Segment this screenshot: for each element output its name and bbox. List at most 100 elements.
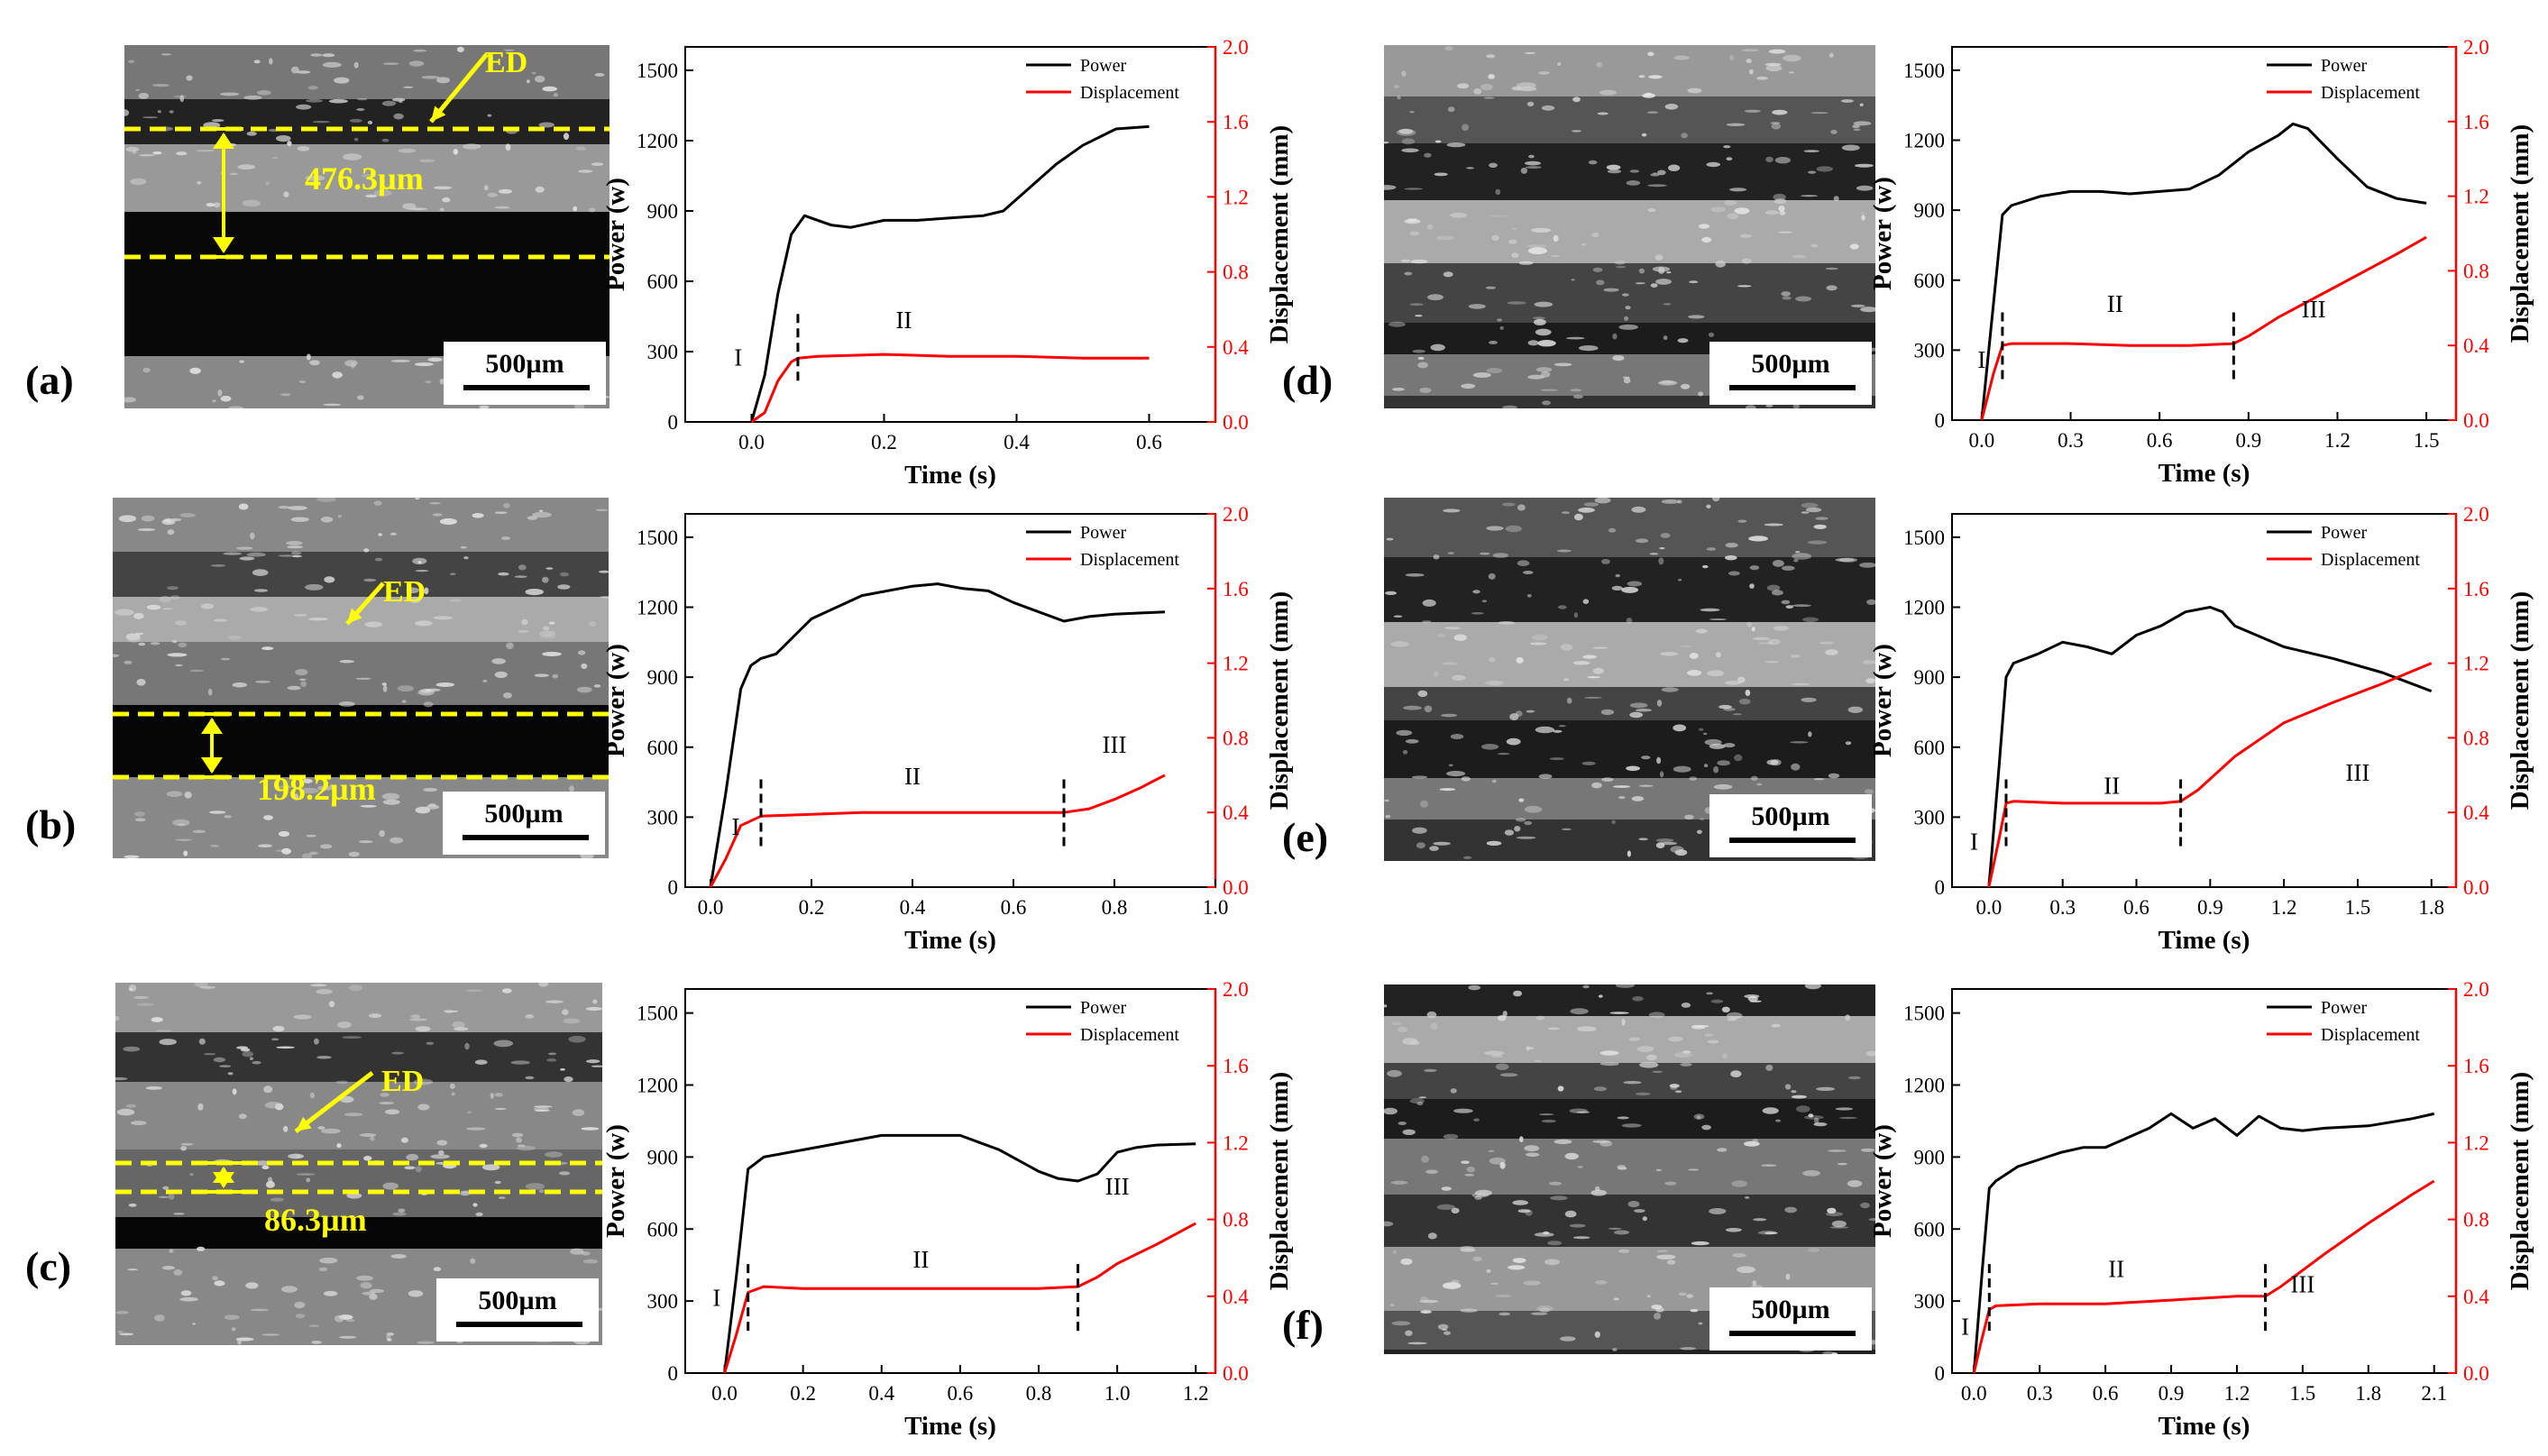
micrograph-speck bbox=[1650, 173, 1660, 177]
micrograph-speck bbox=[1813, 524, 1827, 529]
micrograph-speck bbox=[369, 1293, 378, 1300]
micrograph-speck bbox=[167, 586, 179, 591]
micrograph-speck bbox=[1791, 682, 1810, 686]
micrograph-speck bbox=[1495, 1063, 1509, 1070]
micrograph-speck bbox=[381, 138, 390, 142]
micrograph-speck bbox=[130, 178, 147, 186]
micrograph-layer bbox=[1384, 45, 1875, 96]
micrograph-speck bbox=[1612, 355, 1625, 362]
micrograph-speck bbox=[435, 682, 455, 687]
y2-tick-label: 1.6 bbox=[2463, 111, 2489, 133]
micrograph-speck bbox=[400, 1137, 408, 1143]
micrograph-speck bbox=[364, 621, 383, 627]
micrograph-speck bbox=[228, 406, 243, 408]
micrograph-speck bbox=[336, 1143, 342, 1149]
micrograph-speck bbox=[442, 197, 451, 203]
micrograph-speck bbox=[1689, 776, 1698, 781]
micrograph-speck bbox=[157, 110, 161, 114]
micrograph-speck bbox=[1835, 1107, 1854, 1111]
micrograph-speck bbox=[1658, 557, 1664, 565]
micrograph-speck bbox=[362, 1291, 376, 1296]
micrograph-speck bbox=[224, 1314, 240, 1320]
micrograph-speck bbox=[538, 122, 555, 128]
micrograph-speck bbox=[1618, 1249, 1630, 1253]
micrograph-speck bbox=[299, 787, 319, 794]
micrograph-speck bbox=[1701, 1124, 1711, 1131]
stage-label: I bbox=[1961, 1313, 1969, 1340]
x-tick-label: 0.0 bbox=[1976, 896, 2003, 919]
micrograph-speck bbox=[1647, 208, 1656, 213]
micrograph-speck bbox=[1492, 553, 1508, 558]
micrograph-speck bbox=[271, 156, 279, 160]
micrograph-speck bbox=[294, 1301, 306, 1309]
stage-label: III bbox=[2345, 759, 2369, 786]
micrograph-speck bbox=[1852, 124, 1860, 129]
micrograph-speck bbox=[155, 1030, 172, 1032]
legend-label-power: Power bbox=[2321, 523, 2367, 543]
micrograph-speck bbox=[577, 686, 592, 693]
micrograph-speck bbox=[1452, 674, 1466, 681]
micrograph-speck bbox=[1389, 1303, 1395, 1307]
micrograph-speck bbox=[209, 810, 226, 814]
micrograph-speck bbox=[1424, 1068, 1437, 1073]
micrograph-speck bbox=[1680, 645, 1692, 648]
x-tick-label: 0.0 bbox=[1961, 1382, 1987, 1405]
micrograph-speck bbox=[1623, 1081, 1642, 1085]
micrograph-speck bbox=[298, 380, 307, 383]
thickness-arrow-head-up bbox=[201, 718, 223, 734]
micrograph-speck bbox=[1802, 617, 1819, 623]
micrograph-speck bbox=[1629, 711, 1644, 719]
micrograph-speck bbox=[133, 995, 149, 1000]
x-tick-label: 0.8 bbox=[1026, 1382, 1052, 1405]
micrograph-speck bbox=[1791, 763, 1801, 771]
micrograph-speck bbox=[238, 1113, 247, 1120]
micrograph-speck bbox=[305, 175, 325, 181]
micrograph-speck bbox=[1715, 260, 1726, 268]
micrograph-speck bbox=[1448, 764, 1453, 767]
micrograph-speck bbox=[337, 1021, 352, 1029]
micrograph-speck bbox=[1801, 511, 1810, 514]
micrograph-speck bbox=[1385, 814, 1391, 819]
micrograph-speck bbox=[1615, 573, 1620, 578]
micrograph-speck bbox=[532, 511, 552, 518]
micrograph-speck bbox=[309, 1092, 315, 1099]
micrograph-layer bbox=[1384, 498, 1875, 557]
micrograph-speck bbox=[133, 811, 145, 817]
micrograph-speck bbox=[1422, 599, 1436, 607]
power-series-line bbox=[1987, 606, 2433, 888]
micrograph-speck bbox=[494, 671, 508, 679]
micrograph-speck bbox=[1504, 829, 1515, 836]
micrograph-speck bbox=[1488, 1149, 1495, 1152]
micrograph-speck bbox=[1540, 389, 1558, 391]
micrograph-speck bbox=[136, 679, 146, 686]
micrograph-speck bbox=[424, 587, 429, 595]
thickness-arrow-head-down bbox=[213, 1172, 234, 1188]
x-tick-label: 0.0 bbox=[711, 1382, 738, 1405]
micrograph-speck bbox=[334, 77, 350, 84]
micrograph-speck bbox=[498, 572, 509, 576]
micrograph-speck bbox=[283, 191, 289, 197]
micrograph-f: 500µm bbox=[1384, 984, 1875, 1354]
power-series-line bbox=[750, 124, 1150, 423]
micrograph-speck bbox=[534, 673, 549, 677]
micrograph-speck bbox=[421, 76, 440, 79]
micrograph-speck bbox=[357, 395, 364, 400]
thickness-label: 86.3µm bbox=[264, 1202, 367, 1238]
micrograph-speck bbox=[168, 1194, 175, 1200]
micrograph-speck bbox=[1757, 1231, 1777, 1235]
x-tick-label: 0.2 bbox=[790, 1382, 816, 1405]
micrograph-speck bbox=[265, 181, 270, 186]
y2-tick-label: 2.0 bbox=[2463, 503, 2489, 526]
micrograph-speck bbox=[328, 1001, 335, 1008]
micrograph-speck bbox=[1484, 1050, 1505, 1056]
micrograph-speck bbox=[1401, 148, 1419, 153]
micrograph-speck bbox=[1698, 391, 1704, 397]
micrograph-speck bbox=[224, 815, 232, 819]
micrograph-speck bbox=[258, 844, 272, 847]
micrograph-speck bbox=[382, 799, 400, 805]
micrograph-speck bbox=[1792, 553, 1812, 560]
micrograph-speck bbox=[1573, 513, 1583, 521]
micrograph-speck bbox=[1632, 996, 1644, 1002]
displacement-series-line bbox=[1987, 662, 2433, 888]
micrograph-speck bbox=[1529, 642, 1547, 646]
